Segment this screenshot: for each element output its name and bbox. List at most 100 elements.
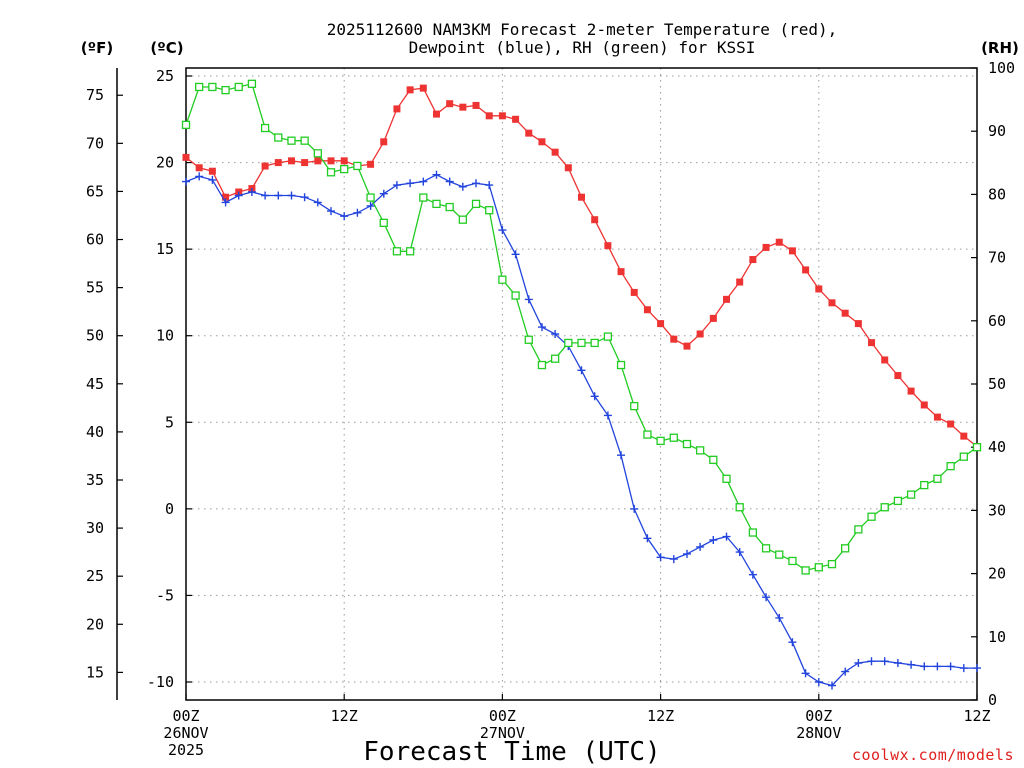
2-meter-temperature-point: [775, 238, 783, 246]
2-meter-temperature-point: [261, 162, 269, 170]
2-meter-temperature-point: [314, 157, 322, 165]
dewpoint-line: [185, 173, 977, 687]
2-meter-temperature-point: [208, 167, 216, 175]
2-meter-temperature-point: [432, 110, 440, 118]
2-meter-temperature-point: [670, 335, 678, 343]
dewpoint-point: [392, 181, 401, 190]
2-meter-temperature-point: [788, 247, 796, 255]
rh-point: [630, 401, 639, 411]
rh-point: [735, 503, 744, 512]
rh-point: [841, 544, 850, 553]
rh-point: [893, 496, 903, 506]
fahrenheit-tick-label: 35: [86, 471, 104, 489]
rh-point: [432, 199, 441, 209]
rh-tick-label: 10: [988, 628, 1006, 646]
dewpoint-point: [828, 681, 836, 690]
rh-point: [669, 433, 678, 442]
2-meter-temperature-point: [868, 339, 876, 347]
dewpoint-point: [208, 175, 217, 184]
rh-point: [920, 480, 929, 490]
rh-point: [564, 338, 573, 348]
rh-point: [814, 563, 823, 572]
2-meter-temperature-point: [933, 413, 941, 421]
rh-point: [287, 136, 296, 145]
rh-point: [419, 193, 428, 202]
dewpoint-point: [814, 678, 823, 686]
dewpoint-point: [406, 179, 415, 188]
dewpoint-point: [643, 534, 652, 543]
dewpoint-point: [683, 549, 691, 558]
fahrenheit-tick-label: 55: [86, 279, 104, 297]
dewpoint-point: [458, 182, 467, 191]
rh-point: [195, 82, 204, 92]
dewpoint-point: [762, 593, 771, 602]
dewpoint-point: [366, 201, 375, 210]
2-meter-temperature-point: [709, 314, 717, 322]
2-meter-temperature-point: [538, 138, 546, 146]
x-tick-label: 00Z: [172, 707, 199, 725]
2-meter-temperature-point: [802, 266, 810, 274]
dewpoint-point: [696, 542, 705, 551]
2-meter-temperature-series: [182, 84, 981, 451]
dewpoint-point: [353, 208, 362, 217]
dewpoint-point: [472, 179, 480, 188]
2-meter-temperature-point: [643, 306, 651, 314]
fahrenheit-tick-label: 40: [86, 423, 104, 441]
rh-point: [682, 439, 692, 449]
2-meter-temperature-point: [894, 372, 902, 380]
dewpoint-point: [722, 532, 731, 541]
fahrenheit-tick-label: 60: [86, 231, 104, 249]
rh-point: [748, 528, 758, 537]
rh-point: [709, 455, 718, 464]
rh-point: [880, 503, 889, 512]
dewpoint-point: [195, 172, 204, 181]
rh-point: [801, 566, 810, 575]
rh-tick-label: 40: [988, 438, 1006, 456]
dewpoint-point: [854, 659, 863, 667]
2-meter-temperature-point: [301, 159, 309, 167]
dewpoint-point: [880, 657, 889, 666]
dewpoint-point: [577, 366, 586, 375]
rh-point: [827, 559, 837, 569]
2-meter-temperature-point: [485, 112, 493, 120]
rh-tick-label: 100: [988, 59, 1015, 77]
celsius-tick-label: 15: [156, 240, 174, 258]
dewpoint-point: [551, 330, 560, 338]
dewpoint-point: [735, 548, 744, 557]
dewpoint-point: [511, 250, 520, 259]
rh-tick-label: 30: [988, 501, 1006, 519]
2-meter-temperature-point: [498, 112, 506, 120]
rh-tick-label: 60: [988, 312, 1006, 330]
dewpoint-point: [432, 170, 441, 179]
fahrenheit-tick-label: 45: [86, 375, 104, 393]
2-meter-temperature-point: [723, 295, 731, 303]
dewpoint-point: [287, 191, 296, 200]
2-meter-temperature-point: [380, 138, 388, 146]
axis-ticks: -10-505101520251520253035404550556065707…: [86, 59, 1015, 759]
rh-point: [234, 82, 243, 92]
2-meter-temperature-point: [617, 268, 625, 276]
rh-point: [353, 161, 362, 171]
dewpoint-point: [274, 191, 283, 200]
x-tick-label: 00Z: [489, 707, 516, 725]
dewpoint-point: [379, 189, 388, 198]
rh-point: [221, 85, 230, 95]
2-meter-temperature-point: [222, 193, 230, 201]
2-meter-temperature-point: [472, 101, 480, 109]
celsius-tick-label: 25: [156, 67, 174, 85]
dewpoint-point: [445, 177, 454, 186]
rh-point: [458, 215, 468, 224]
rh-point: [867, 512, 876, 521]
rh-point: [498, 275, 507, 284]
2-meter-temperature-point: [287, 157, 295, 165]
rh-point: [775, 550, 784, 559]
2-meter-temperature-point: [551, 148, 559, 156]
dewpoint-point: [247, 188, 256, 196]
dewpoint-point: [485, 181, 494, 190]
dewpoint-point: [748, 570, 757, 579]
2-meter-temperature-point: [195, 164, 203, 172]
rh-point: [471, 199, 481, 209]
rh-point: [485, 206, 494, 215]
rh-point: [643, 430, 652, 439]
dewpoint-point: [933, 662, 942, 671]
